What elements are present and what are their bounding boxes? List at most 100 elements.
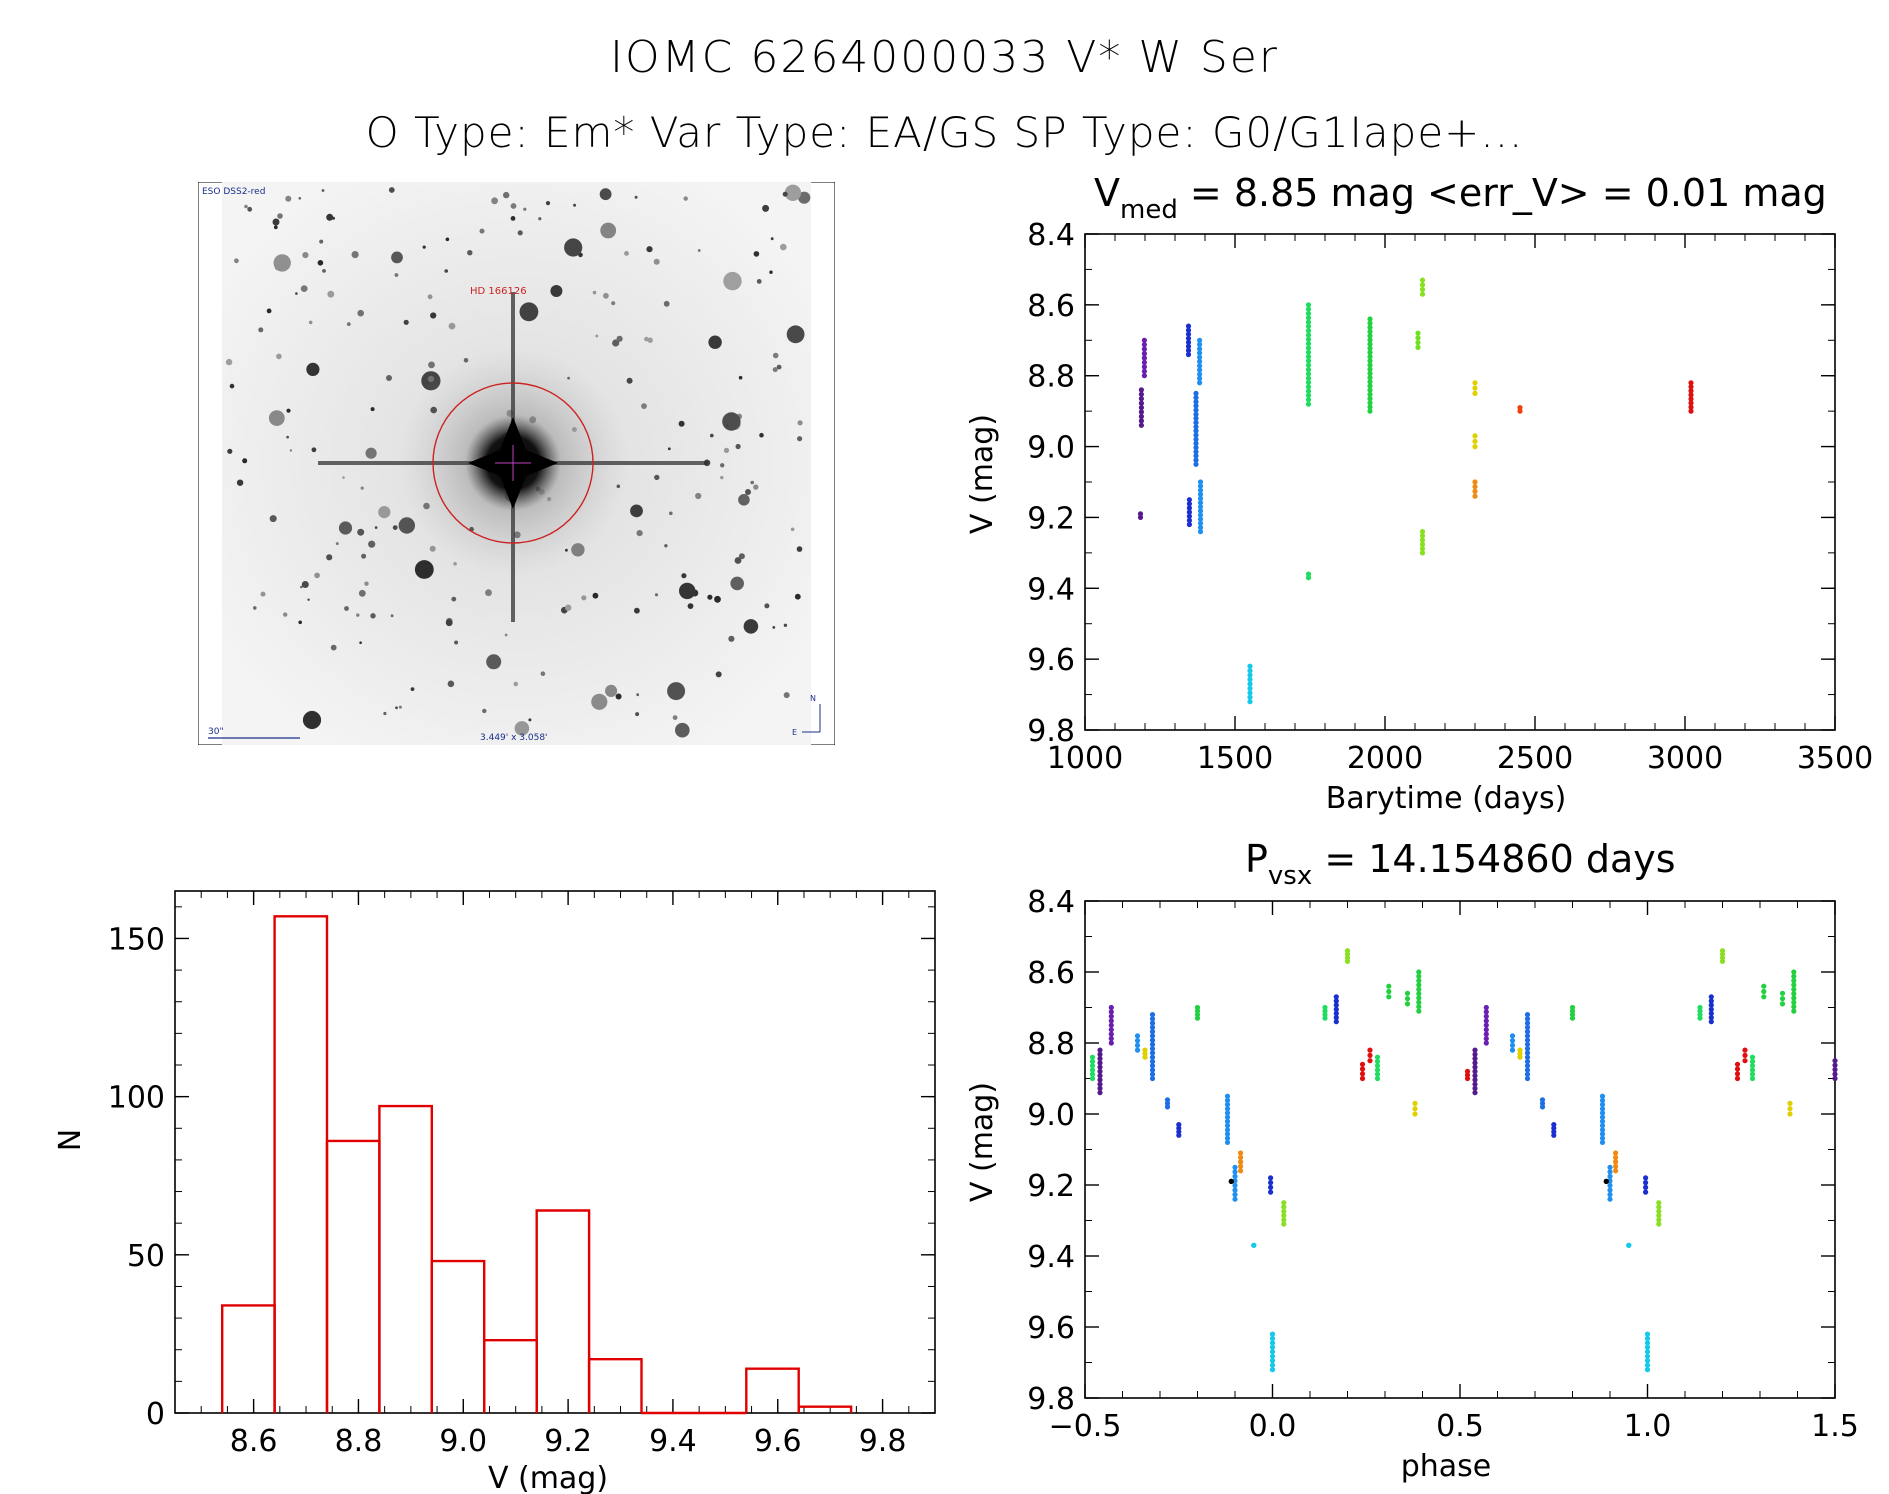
- data-point: [1524, 1071, 1531, 1077]
- field-star: [365, 447, 377, 459]
- data-point: [1281, 1200, 1287, 1206]
- field-star: [681, 573, 687, 579]
- data-point: [1599, 1118, 1606, 1124]
- data-point: [1224, 1118, 1231, 1124]
- data-point: [1415, 340, 1421, 346]
- lightcurve-title-b: = 8.85 mag <err_V> = 0.01 mag: [1178, 171, 1827, 215]
- data-point: [1089, 1058, 1096, 1065]
- data-point: [1419, 537, 1426, 543]
- data-point: [1138, 422, 1144, 428]
- data-point: [1305, 319, 1312, 325]
- field-star: [392, 525, 398, 530]
- lightcurve-title: Vmed = 8.85 mag <err_V> = 0.01 mag: [1094, 171, 1827, 225]
- data-point: [1524, 1046, 1531, 1052]
- data-point: [1269, 1344, 1276, 1350]
- field-star: [386, 375, 392, 381]
- data-point: [1599, 1093, 1606, 1099]
- data-point: [1419, 533, 1426, 539]
- data-point: [1193, 440, 1199, 446]
- field-star: [383, 711, 387, 716]
- data-point: [1464, 1075, 1471, 1082]
- data-point: [1472, 1056, 1478, 1062]
- data-point: [1509, 1047, 1516, 1053]
- data-point: [1367, 396, 1373, 402]
- data-point: [1415, 330, 1421, 336]
- data-point: [1305, 362, 1312, 368]
- data-point: [1359, 1061, 1366, 1067]
- field-star: [738, 375, 743, 380]
- field-star: [504, 633, 508, 637]
- field-star: [599, 188, 612, 201]
- data-point: [1224, 1135, 1231, 1141]
- field-star: [356, 613, 360, 617]
- data-point: [1472, 1085, 1478, 1091]
- data-point: [1626, 1242, 1632, 1248]
- x-tick-label: 9.6: [754, 1424, 802, 1459]
- data-point: [1386, 983, 1392, 989]
- data-point: [1197, 358, 1203, 365]
- data-point: [1193, 407, 1199, 413]
- data-point: [1419, 529, 1426, 535]
- histogram-bar: [587, 1358, 643, 1413]
- field-star: [370, 613, 376, 619]
- field-star: [636, 693, 640, 697]
- field-star: [358, 589, 366, 597]
- field-star: [565, 604, 572, 611]
- field-star: [764, 603, 770, 609]
- data-point: [1164, 1097, 1171, 1103]
- data-point: [1599, 1114, 1606, 1120]
- field-star: [234, 258, 239, 264]
- y-tick-label: 9.0: [1027, 431, 1075, 466]
- field-star: [683, 196, 688, 201]
- data-point: [1186, 509, 1192, 515]
- data-point: [1483, 1040, 1489, 1046]
- data-point: [1197, 354, 1203, 360]
- field-star: [370, 407, 375, 412]
- data-point: [1472, 385, 1478, 391]
- data-point: [1305, 371, 1312, 377]
- field-star: [269, 515, 277, 523]
- lightcurve-ylabel: V (mag): [965, 414, 1000, 534]
- field-star: [630, 504, 643, 518]
- field-star: [634, 195, 638, 199]
- phased-xlabel: phase: [1401, 1449, 1492, 1484]
- data-point: [1134, 1038, 1141, 1044]
- field-star: [769, 270, 773, 274]
- field-star: [338, 521, 353, 535]
- data-point: [1688, 396, 1694, 402]
- field-star: [486, 654, 502, 670]
- data-point: [1193, 395, 1199, 401]
- y-tick-label: 9.6: [1027, 1311, 1075, 1346]
- field-star: [302, 252, 309, 259]
- field-star: [735, 443, 741, 450]
- data-point: [1367, 329, 1373, 335]
- field-star: [247, 206, 253, 212]
- field-star: [636, 530, 643, 537]
- field-star: [514, 721, 530, 736]
- field-star: [295, 292, 298, 295]
- x-tick-label: 9.2: [544, 1424, 592, 1459]
- field-star: [697, 249, 701, 252]
- data-point: [1281, 1212, 1287, 1219]
- data-point: [1238, 1154, 1244, 1161]
- data-point: [1607, 1169, 1613, 1175]
- data-point: [1305, 375, 1312, 381]
- data-point: [1603, 1178, 1609, 1184]
- data-point: [1524, 1067, 1531, 1073]
- field-star: [723, 447, 730, 453]
- data-point: [1367, 383, 1373, 389]
- north-label: N: [810, 694, 816, 703]
- data-point: [1472, 484, 1478, 490]
- field-star: [357, 528, 365, 536]
- data-point: [1193, 428, 1199, 434]
- x-tick-label: 0.0: [1249, 1409, 1297, 1444]
- data-point: [1097, 1056, 1103, 1062]
- data-point: [1483, 1009, 1489, 1015]
- data-point: [1569, 1008, 1576, 1014]
- data-point: [1761, 988, 1767, 995]
- field-star: [784, 184, 802, 201]
- data-point: [1697, 1004, 1703, 1011]
- data-point: [1749, 1058, 1756, 1065]
- data-point: [1416, 973, 1422, 979]
- field-star: [300, 585, 303, 589]
